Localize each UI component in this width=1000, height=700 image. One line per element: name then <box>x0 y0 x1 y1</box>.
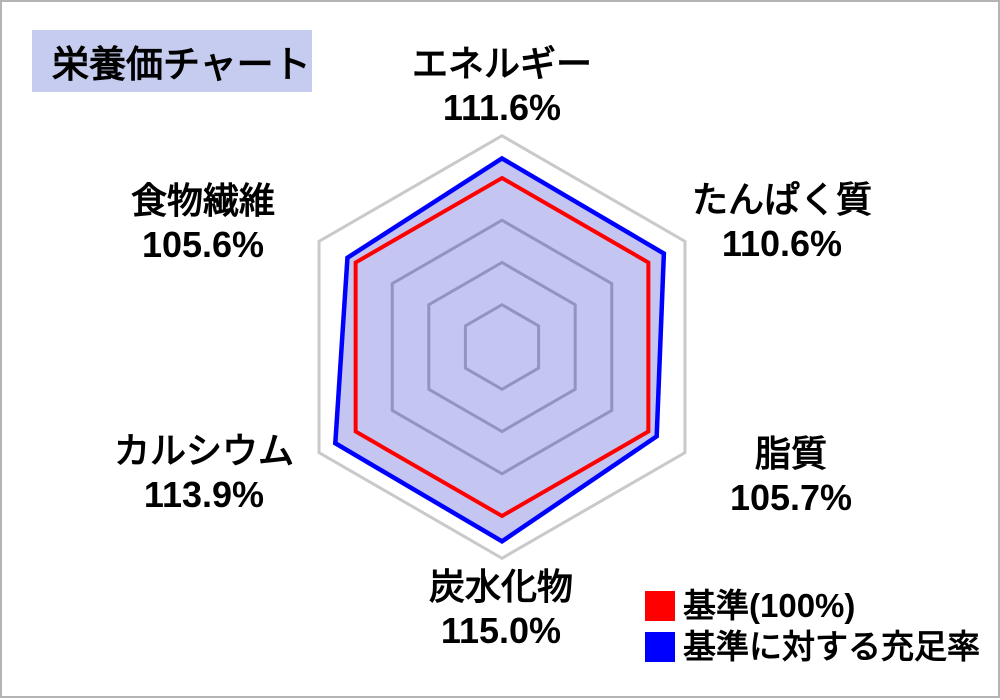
axis-name: たんぱく質 <box>691 179 873 220</box>
legend-label-fulfillment: 基準に対する充足率 <box>683 628 980 665</box>
grid-ring <box>390 218 614 476</box>
axis-value: 111.6% <box>442 87 562 128</box>
fulfillment-area <box>335 158 664 542</box>
axis-value: 105.6% <box>141 224 265 265</box>
axis-name: 食物繊維 <box>130 180 276 221</box>
chart-title-box: 栄養価チャート <box>32 30 312 92</box>
axis-value: 115.0% <box>440 610 562 651</box>
axis-name: 脂質 <box>754 433 828 474</box>
grid-ring <box>463 303 541 391</box>
legend-swatch-red-icon <box>645 591 675 621</box>
legend-item-fulfillment: 基準に対する充足率 <box>645 629 980 665</box>
axis-label-fat: 脂質 105.7% <box>730 432 852 520</box>
axis-value: 110.6% <box>721 223 843 264</box>
chart-title: 栄養価チャート <box>52 44 311 85</box>
legend: 基準(100%) 基準に対する充足率 <box>645 588 980 670</box>
standard-series-polygon <box>353 175 651 519</box>
fulfillment-series-polygon <box>332 155 667 545</box>
axis-name: エネルギー <box>411 43 593 84</box>
axis-label-protein: たんぱく質 110.6% <box>692 178 872 266</box>
axis-value: 105.7% <box>729 477 853 518</box>
axis-label-carbohydrate: 炭水化物 115.0% <box>429 565 573 653</box>
legend-label-standard: 基準(100%) <box>683 587 856 624</box>
legend-swatch-blue-icon <box>645 632 675 662</box>
axis-label-fiber: 食物繊維 105.6% <box>131 179 275 267</box>
axis-name: カルシウム <box>113 430 295 471</box>
axis-value: 113.9% <box>143 474 265 515</box>
legend-item-standard: 基準(100%) <box>645 588 980 624</box>
axis-name: 炭水化物 <box>428 566 574 607</box>
grid-ring-outer <box>317 134 687 560</box>
grid-ring <box>427 260 577 434</box>
axis-label-calcium: カルシウム 113.9% <box>114 429 294 517</box>
axis-label-energy: エネルギー 111.6% <box>412 42 592 130</box>
